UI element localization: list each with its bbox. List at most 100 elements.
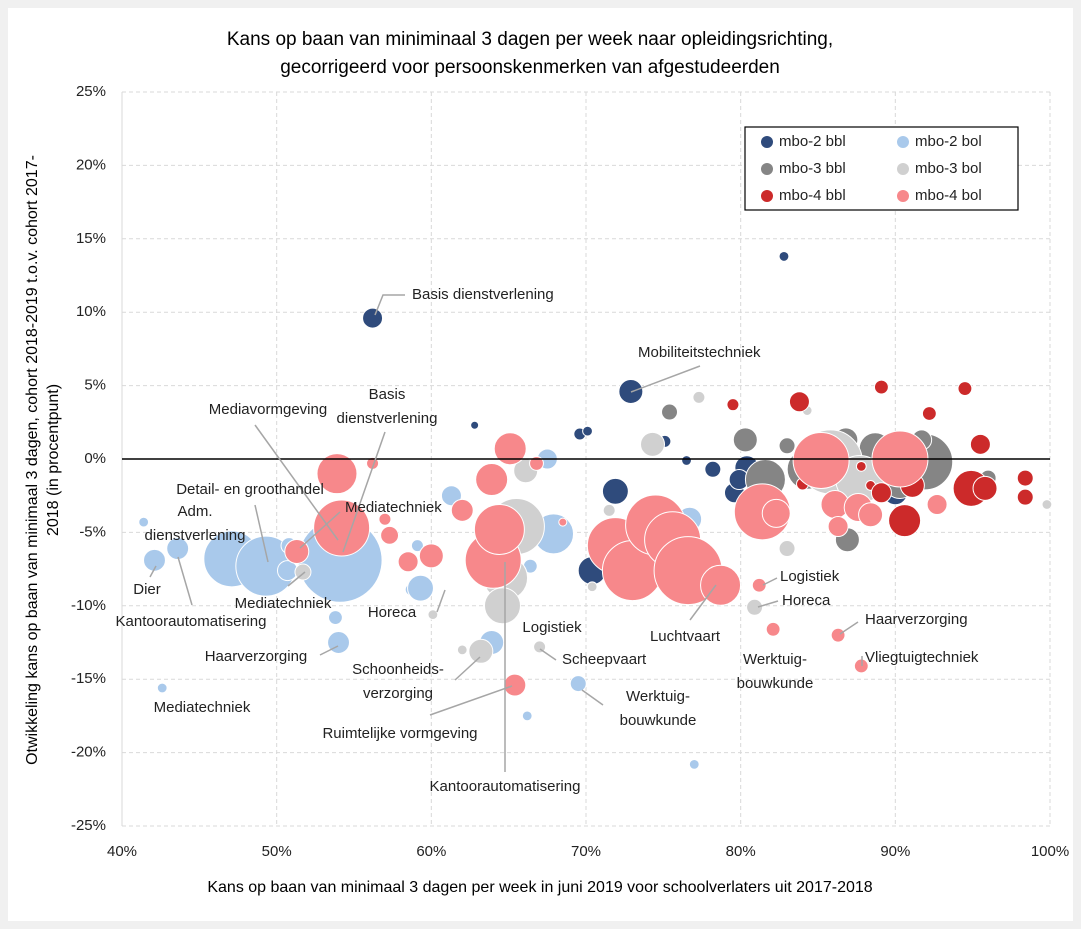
leader-line xyxy=(630,365,701,393)
bubble xyxy=(858,502,884,528)
bubble xyxy=(972,475,998,501)
bubble xyxy=(792,431,850,489)
bubble xyxy=(521,710,533,722)
annotation: Vliegtuigtechniek xyxy=(865,649,979,666)
annotation: Dier xyxy=(133,581,161,598)
bubble xyxy=(380,525,400,545)
leader-line xyxy=(177,556,193,606)
bubble xyxy=(569,675,587,693)
legend-marker xyxy=(761,190,773,202)
x-tick-label: 40% xyxy=(107,843,137,860)
y-axis-label-line: 2018 (in procentpunt) xyxy=(45,384,62,536)
legend-label: mbo-4 bol xyxy=(915,187,982,204)
bubble xyxy=(362,307,384,329)
bubble xyxy=(921,406,937,421)
legend-label: mbo-2 bbl xyxy=(779,133,846,150)
bubble xyxy=(855,460,867,472)
x-tick-label: 50% xyxy=(262,843,292,860)
annotation: Luchtvaart xyxy=(650,628,721,645)
bubble xyxy=(751,577,767,593)
y-tick-label: -10% xyxy=(71,597,106,614)
bubble xyxy=(692,390,706,404)
leader-line xyxy=(299,511,341,549)
bubble xyxy=(418,543,444,569)
bubble xyxy=(1041,499,1053,510)
bubble xyxy=(503,673,527,697)
leader-line xyxy=(757,600,779,608)
y-tick-label: 25% xyxy=(76,83,106,100)
bubble xyxy=(601,477,629,505)
bubble xyxy=(427,609,439,621)
y-axis-label: Otwikkeling kans op baan van minimaal 3 … xyxy=(24,155,62,765)
bubble xyxy=(765,621,781,637)
leader-line xyxy=(319,645,339,656)
bubble xyxy=(316,453,358,495)
legend-label: mbo-4 bbl xyxy=(779,187,846,204)
leader-line xyxy=(762,577,778,586)
bubble xyxy=(602,503,616,517)
bubble xyxy=(558,517,568,527)
annotation: Haarverzorging xyxy=(205,648,308,665)
leader-line xyxy=(374,294,405,316)
chart-title: gecorrigeerd voor persoonskenmerken van … xyxy=(280,57,780,78)
bubble xyxy=(888,504,922,538)
annotation: bouwkunde xyxy=(620,712,697,729)
bubble xyxy=(640,431,666,457)
bubble xyxy=(468,638,494,664)
bubble xyxy=(529,455,544,471)
annotation: Horeca xyxy=(782,592,831,609)
bubble xyxy=(688,758,700,770)
bubble xyxy=(700,564,742,606)
x-tick-label: 60% xyxy=(416,843,446,860)
x-axis-label: Kans op baan van minimaal 3 dagen per we… xyxy=(207,879,872,896)
annotation: Schoonheids- xyxy=(352,661,444,678)
bubble xyxy=(450,498,474,522)
bubble xyxy=(473,503,525,555)
annotation: Mediatechniek xyxy=(154,699,251,716)
bubble xyxy=(410,539,424,553)
annotation: Adm. xyxy=(177,503,212,520)
bubble xyxy=(778,251,790,262)
annotation: Ruimtelijke vormgeving xyxy=(322,725,477,742)
leader-line xyxy=(581,689,604,706)
x-tick-label: 90% xyxy=(880,843,910,860)
bubble xyxy=(483,587,521,625)
annotation: Kantoorautomatisering xyxy=(116,613,267,630)
leader-line xyxy=(254,424,339,541)
annotation: Logistiek xyxy=(522,619,582,636)
bubble xyxy=(156,682,168,694)
bubble xyxy=(681,455,692,466)
bubble xyxy=(746,598,764,616)
annotation: dienstverlening xyxy=(145,527,246,544)
bubble xyxy=(778,540,796,558)
leader-line xyxy=(287,571,306,587)
bubble xyxy=(704,460,722,478)
legend-marker xyxy=(897,136,909,148)
bubble xyxy=(778,437,796,455)
bubble xyxy=(138,516,150,528)
legend-box xyxy=(744,126,1019,211)
y-tick-label: -5% xyxy=(79,523,106,540)
y-tick-label: -20% xyxy=(71,744,106,761)
annotation: Basis xyxy=(369,386,406,403)
bubble xyxy=(407,574,434,602)
annotation: Detail- en groothandel xyxy=(176,481,324,498)
leader-line xyxy=(454,656,481,681)
x-tick-label: 80% xyxy=(726,843,756,860)
bubble xyxy=(378,512,392,526)
bubble xyxy=(470,420,480,430)
bubble xyxy=(873,379,889,395)
bubble xyxy=(397,551,419,573)
bubble xyxy=(328,610,343,625)
annotation: Basis dienstverlening xyxy=(412,286,554,303)
bubble xyxy=(761,498,791,528)
leader-line xyxy=(254,504,269,563)
y-tick-label: 0% xyxy=(84,450,106,467)
legend-label: mbo-3 bbl xyxy=(779,160,846,177)
bubble xyxy=(1016,488,1034,506)
legend-marker xyxy=(761,163,773,175)
bubble xyxy=(969,433,991,455)
bubble xyxy=(926,494,948,516)
